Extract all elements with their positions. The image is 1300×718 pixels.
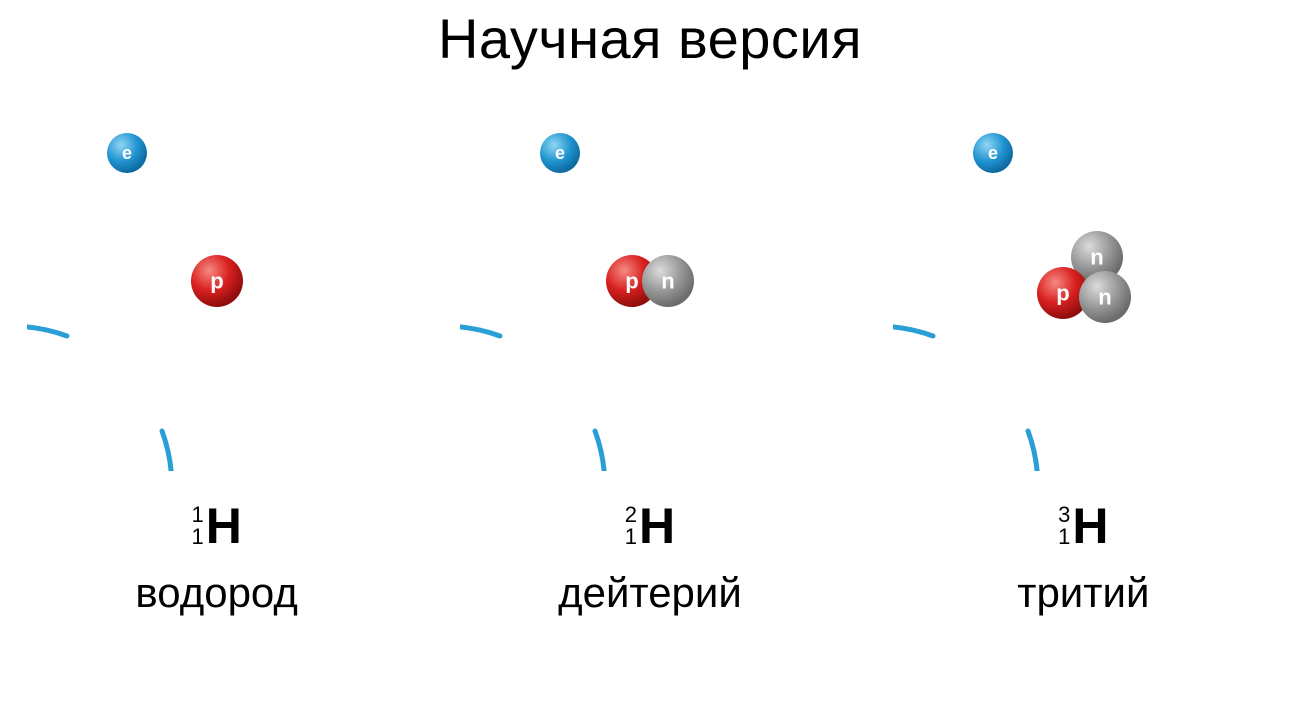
isotope-notation: 3 1 H [1058,501,1108,551]
neutron-label: n [1091,245,1104,270]
electron: e [107,133,147,173]
isotope-deuterium: p n e 2 1 H дейтерий [440,91,860,617]
nucleus: p [191,255,243,307]
mass-number: 3 [1058,504,1070,526]
neutron-label: n [661,269,674,294]
proton-label: p [210,269,223,294]
atomic-number: 1 [191,526,203,548]
isotope-tritium: n p n e 3 1 H тритий [873,91,1293,617]
mass-number: 2 [625,504,637,526]
element-symbol: H [206,501,242,551]
nucleus: p n [606,255,694,307]
orbit-arc [893,326,1038,471]
element-symbol: H [639,501,675,551]
atomic-number: 1 [1058,526,1070,548]
neutron-label: n [1099,285,1112,310]
isotope-name: дейтерий [558,569,742,617]
isotope-name: водород [135,569,297,617]
electron: e [540,133,580,173]
atom-diagram: n p n e [893,91,1273,471]
orbit-arc [27,326,172,471]
page-title: Научная версия [438,6,862,71]
element-symbol: H [1072,501,1108,551]
isotope-notation: 1 1 H [191,501,241,551]
isotope-notation: 2 1 H [625,501,675,551]
electron: e [973,133,1013,173]
atomic-number: 1 [625,526,637,548]
isotopes-row: p e 1 1 H водород [0,91,1300,617]
isotope-name: тритий [1017,569,1149,617]
nucleus: n p n [1037,231,1131,323]
orbit-arc [460,326,605,471]
atom-diagram: p n e [460,91,840,471]
electron-label: e [555,143,565,163]
electron-label: e [122,143,132,163]
atom-diagram: p e [27,91,407,471]
isotope-protium: p e 1 1 H водород [7,91,427,617]
proton-label: p [625,269,638,294]
mass-number: 1 [191,504,203,526]
electron-label: e [988,143,998,163]
proton-label: p [1057,281,1070,306]
